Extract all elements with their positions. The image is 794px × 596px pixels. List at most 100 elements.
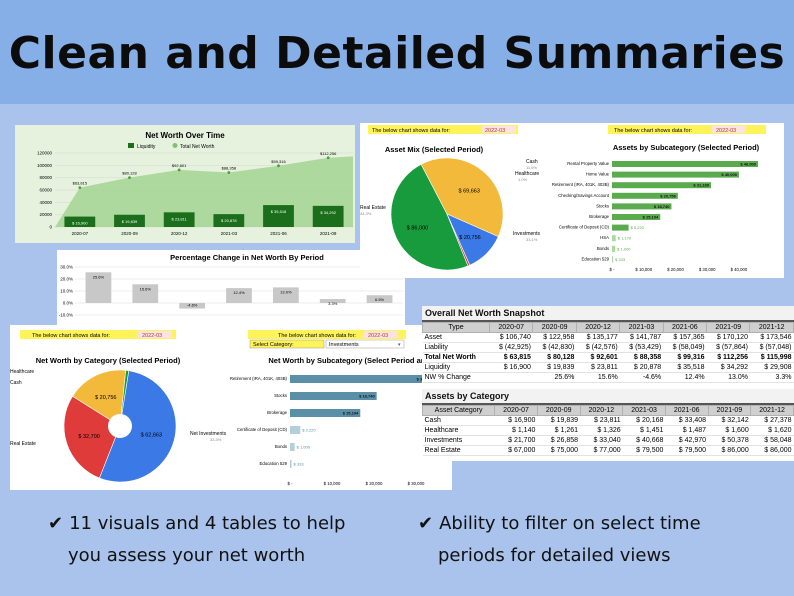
table-cell: $ 173,546 bbox=[749, 332, 794, 343]
table-cell: $ 20,878 bbox=[619, 362, 664, 373]
column-header: 2021-09 bbox=[706, 322, 751, 333]
liquidity-data-label: $ 20,878 bbox=[221, 218, 237, 223]
total-net-worth-point bbox=[177, 168, 181, 172]
snapshot-table: Type 2020-07 2020-09 2020-12 2021-03 2021-06 2… bbox=[422, 322, 794, 383]
pie-slice bbox=[98, 370, 177, 483]
feature-bullet-1: ✔ 11 visuals and 4 tables to help you ass… bbox=[48, 508, 378, 572]
label-cash: Cash bbox=[526, 159, 538, 165]
table-cell: $ (42,576) bbox=[576, 342, 620, 353]
subcategory-filtered-title: Net Worth by Subcategory (Select Period … bbox=[268, 356, 442, 365]
label-cash-2: Cash bbox=[10, 380, 22, 386]
y-tick-label: 30.0% bbox=[60, 265, 73, 270]
category-label: Rental Property Value bbox=[567, 161, 609, 166]
y-tick-label: 20000 bbox=[39, 212, 52, 217]
page-title: Clean and Detailed Summaries bbox=[8, 28, 786, 79]
table-cell: 3.3% bbox=[749, 372, 794, 383]
period-cell-3[interactable] bbox=[138, 331, 172, 338]
y-tick-label: 0 bbox=[49, 225, 52, 230]
bar-data-label: $ 15,194 bbox=[343, 411, 359, 416]
x-tick-label: $ 10,000 bbox=[635, 267, 652, 272]
table-cell: 12.4% bbox=[663, 372, 707, 383]
pct-data-label: 15.6% bbox=[140, 286, 152, 291]
pct-data-label: -4.6% bbox=[187, 303, 198, 308]
x-tick-label: 2020-09 bbox=[121, 231, 138, 236]
pct-data-label: 25.6% bbox=[93, 274, 105, 279]
filter-banner bbox=[368, 125, 518, 134]
table-cell: $ 86,000 bbox=[708, 445, 751, 456]
header-banner: Clean and Detailed Summaries bbox=[0, 0, 794, 104]
period-cell-2[interactable] bbox=[712, 126, 746, 133]
x-tick-label: 2021-06 bbox=[270, 231, 287, 236]
category-select-value: Investments bbox=[329, 342, 359, 348]
column-header: 2021-09 bbox=[707, 405, 752, 416]
table-cell: -4.6% bbox=[619, 372, 664, 383]
bar-data-label: $ 40,000 bbox=[721, 172, 737, 177]
period-cell[interactable] bbox=[482, 126, 516, 133]
table-cell: $ 50,378 bbox=[708, 435, 751, 446]
subcategory-bar bbox=[612, 192, 678, 199]
table-row: Real Estate $ 67,000 $ 75,000 $ 77,000 $ 79,… bbox=[422, 445, 794, 456]
pct-data-label: 13.0% bbox=[280, 289, 292, 294]
category-select[interactable] bbox=[325, 339, 405, 349]
chart-title: Net Worth Over Time bbox=[145, 131, 225, 140]
y-tick-label: 0.0% bbox=[63, 301, 73, 306]
table-cell: $ 77,000 bbox=[580, 445, 623, 456]
category-label: Bonds bbox=[275, 444, 287, 449]
table-cell: $ 115,998 bbox=[749, 352, 794, 363]
label-real-estate-pct: 44.3% bbox=[360, 211, 372, 216]
total-net-worth-point bbox=[326, 156, 330, 160]
bar-data-label: $ 333 bbox=[615, 257, 626, 262]
total-net-worth-point bbox=[78, 186, 82, 190]
category-label: Stocks bbox=[274, 393, 287, 398]
category-label: Stocks bbox=[596, 203, 609, 208]
subcategory-bar bbox=[612, 203, 672, 210]
table-cell: $ 40,668 bbox=[622, 435, 666, 446]
table-cell: $ (58,049) bbox=[663, 342, 707, 353]
column-header: 2020-07 bbox=[494, 405, 538, 416]
category-label: Brokerage bbox=[267, 410, 287, 415]
category-label: HSA bbox=[600, 235, 609, 240]
table-row: NW % Change 25.6% 15.6% -4.6% 12.4% 13.0% 3.3% bbox=[422, 372, 794, 383]
row-label: Investments bbox=[422, 435, 495, 446]
table-cell: $ 86,000 bbox=[750, 445, 794, 456]
table-cell: $ 33,040 bbox=[580, 435, 623, 446]
pct-change-chart: Percentage Change in Net Worth By Period… bbox=[59, 253, 403, 334]
legend-label-total: Total Net Worth bbox=[180, 144, 215, 150]
liquidity-data-label: $ 23,811 bbox=[172, 216, 188, 221]
category-label: Bonds bbox=[597, 246, 609, 251]
assets-by-category-title: Assets by Category bbox=[422, 389, 794, 405]
table-cell: $ (57,048) bbox=[749, 342, 794, 353]
legend-swatch-total bbox=[172, 143, 178, 148]
legend-swatch-liquidity bbox=[128, 143, 134, 148]
bar-data-label: $ 31,189 bbox=[693, 183, 709, 188]
liquidity-data-label: $ 34,292 bbox=[320, 210, 336, 215]
x-tick-label: $ 30,000 bbox=[699, 267, 716, 272]
pct-data-label: 12.4% bbox=[233, 290, 245, 295]
period-cell-4[interactable] bbox=[364, 331, 398, 338]
y-tick-label: 40000 bbox=[39, 200, 52, 205]
table-cell: $ 106,740 bbox=[489, 332, 533, 343]
bullet-2-line-1: Ability to filter on select time bbox=[439, 513, 701, 534]
table-cell: $ 42,970 bbox=[665, 435, 709, 446]
total-data-label: $63,815 bbox=[73, 181, 88, 186]
column-header: 2021-06 bbox=[662, 322, 708, 333]
x-tick-label: 2021-03 bbox=[221, 231, 238, 236]
pie-slice bbox=[119, 369, 130, 427]
slice-label: $ 86,000 bbox=[407, 226, 428, 232]
net-worth-over-time-chart: Net Worth Over Time Liquidity Total Net … bbox=[15, 125, 355, 243]
filter-banner-3 bbox=[20, 330, 176, 339]
x-tick-label: $ - bbox=[609, 267, 615, 272]
x-tick-label: 2020-12 bbox=[171, 231, 188, 236]
table-cell: $ 1,487 bbox=[665, 425, 709, 436]
table-cell: $ 1,600 bbox=[708, 425, 751, 436]
table-cell: $ 170,120 bbox=[706, 332, 750, 343]
total-data-label: $80,128 bbox=[122, 171, 137, 176]
x-tick-label: 2021-09 bbox=[320, 231, 337, 236]
total-data-label: $92,601 bbox=[172, 163, 187, 168]
pct-data-label: 6.5% bbox=[375, 297, 385, 302]
filter-banner-4 bbox=[248, 330, 406, 339]
row-label: Asset bbox=[422, 332, 490, 343]
column-header: Type bbox=[422, 322, 491, 333]
column-header: 2020-12 bbox=[575, 322, 621, 333]
table-cell: $ (42,925) bbox=[489, 342, 533, 353]
